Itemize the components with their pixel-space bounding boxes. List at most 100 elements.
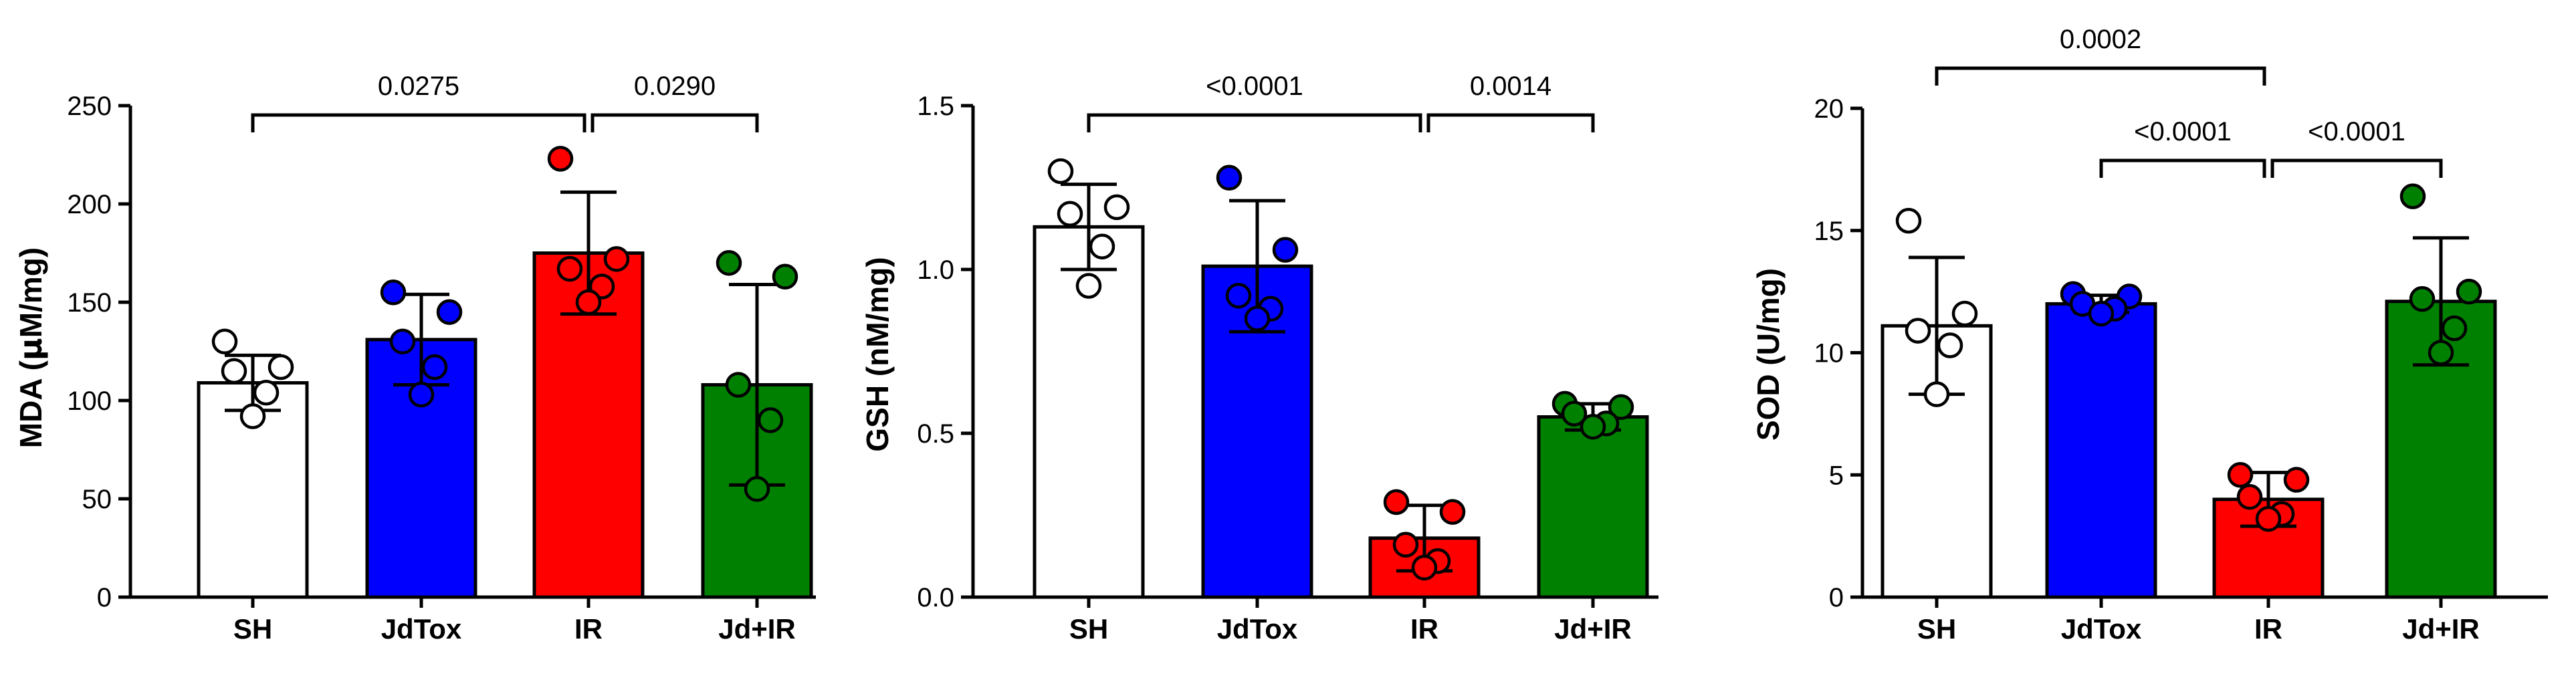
category-label: JdTox	[381, 613, 462, 645]
y-tick-label: 50	[82, 485, 112, 514]
category-label: SH	[1069, 613, 1108, 645]
data-point	[1923, 381, 1950, 407]
panel-gsh: 0.00.51.01.5SH JdTox IR Jd+IR<0.0001 0.0014 …	[860, 72, 1658, 645]
data-point	[725, 372, 752, 398]
category-label: SH	[233, 613, 272, 645]
plot-area: 0.0 0.5 1.0 1.5 SH JdTox IR Jd+IR <0.0001 0.0014	[917, 72, 1658, 645]
significance-bracket	[1426, 113, 1595, 132]
y-axis-title-prefix: MDA (	[13, 360, 48, 448]
data-point	[239, 403, 266, 429]
data-point	[253, 379, 280, 406]
p-value-label: <0.0001	[1206, 72, 1303, 101]
panel-mda: 0 50 100 150 200 250 SH JdTox IR Jd+IR 0.0275 0.029…	[13, 72, 816, 645]
data-point	[2283, 467, 2310, 493]
category-label: JdTox	[2061, 613, 2142, 645]
data-point	[1561, 401, 1588, 427]
significance-bracket	[2270, 158, 2443, 178]
y-axis-title-suffix: M/mg)	[13, 247, 48, 338]
data-point	[1089, 233, 1115, 259]
data-point	[556, 255, 583, 282]
panel-sod: 0 5 10 15 20 SH JdTox IR Jd+IR 0.0002 <0.0001 <0.00…	[1751, 25, 2548, 645]
category-label: Jd+IR	[1554, 613, 1632, 645]
data-point	[2428, 340, 2454, 366]
category-label: IR	[574, 613, 603, 645]
significance-bracket	[1087, 113, 1422, 132]
data-point	[1411, 554, 1438, 581]
data-point	[2255, 505, 2282, 532]
y-axis-title-mu: µ	[13, 338, 49, 360]
data-point	[2456, 278, 2482, 305]
bar	[2045, 302, 2157, 599]
data-point	[744, 476, 770, 502]
category-label: SH	[1917, 613, 1956, 645]
data-point	[1225, 282, 1252, 309]
data-point	[716, 249, 742, 276]
data-point	[1383, 489, 1410, 516]
y-tick-label: 200	[67, 190, 112, 219]
y-tick-label: 10	[1814, 339, 1844, 368]
p-value-label: <0.0001	[2308, 117, 2405, 146]
data-point	[1047, 158, 1074, 185]
p-value-label: 0.0014	[1470, 72, 1551, 101]
data-point	[1216, 164, 1243, 191]
y-tick-label: 15	[1814, 217, 1844, 246]
data-point	[2088, 300, 2115, 327]
data-point	[757, 407, 784, 433]
data-point	[603, 246, 630, 272]
data-point	[547, 146, 574, 172]
data-point	[575, 289, 602, 316]
data-point	[1272, 237, 1299, 263]
category-label: Jd+IR	[2402, 613, 2480, 645]
plot-area: 0 5 10 15 20 SH JdTox IR Jd+IR 0.0002 <0.0001 <0.00…	[1814, 25, 2548, 645]
p-value-label: <0.0001	[2134, 117, 2232, 146]
data-point	[772, 263, 798, 290]
y-tick-label: 0	[1829, 583, 1844, 612]
data-point	[1392, 532, 1419, 558]
data-point	[2399, 183, 2426, 209]
category-label: IR	[1410, 613, 1438, 645]
plot-area: 0 50 100 150 200 250 SH JdTox IR Jd+IR 0.0275 0.029…	[67, 72, 816, 645]
y-tick-label: 5	[1829, 461, 1844, 490]
data-point	[2236, 483, 2263, 510]
data-point	[1895, 207, 1922, 234]
data-point	[1580, 413, 1606, 440]
y-tick-label: 250	[67, 92, 112, 121]
bar	[1537, 415, 1649, 599]
data-point	[2227, 462, 2254, 488]
data-point	[421, 354, 448, 380]
y-tick-label: 1.5	[917, 92, 954, 121]
significance-bracket	[1935, 66, 2266, 86]
category-label: IR	[2254, 613, 2282, 645]
data-point	[1075, 273, 1102, 299]
data-point	[380, 279, 407, 306]
y-tick-label: 150	[67, 288, 112, 318]
y-tick-label: 1.0	[917, 255, 954, 285]
p-value-label: 0.0002	[2060, 25, 2141, 54]
data-point	[211, 328, 238, 355]
p-value-label: 0.0275	[378, 72, 459, 101]
significance-bracket	[2099, 158, 2266, 178]
data-point	[2409, 286, 2436, 312]
data-point	[267, 354, 294, 380]
data-point	[1244, 306, 1271, 332]
data-point	[2441, 315, 2468, 342]
y-tick-label: 100	[67, 386, 112, 416]
data-point	[1439, 499, 1466, 525]
y-tick-label: 0	[97, 583, 112, 612]
data-point	[1905, 318, 1931, 344]
significance-bracket	[591, 113, 759, 132]
data-point	[1951, 300, 1978, 327]
y-tick-label: 0.5	[917, 419, 954, 449]
data-point	[436, 299, 463, 325]
p-value-label: 0.0290	[634, 72, 716, 101]
category-label: Jd+IR	[718, 613, 796, 645]
y-axis-title: SOD (U/mg)	[1751, 268, 1786, 441]
significance-bracket	[251, 113, 586, 132]
data-point	[221, 358, 247, 384]
data-point	[1608, 394, 1634, 421]
y-tick-label: 0.0	[917, 583, 954, 612]
y-tick-label: 20	[1814, 94, 1844, 124]
data-point	[1103, 194, 1130, 221]
y-axis-title: MDA (µM/mg)	[13, 247, 49, 448]
